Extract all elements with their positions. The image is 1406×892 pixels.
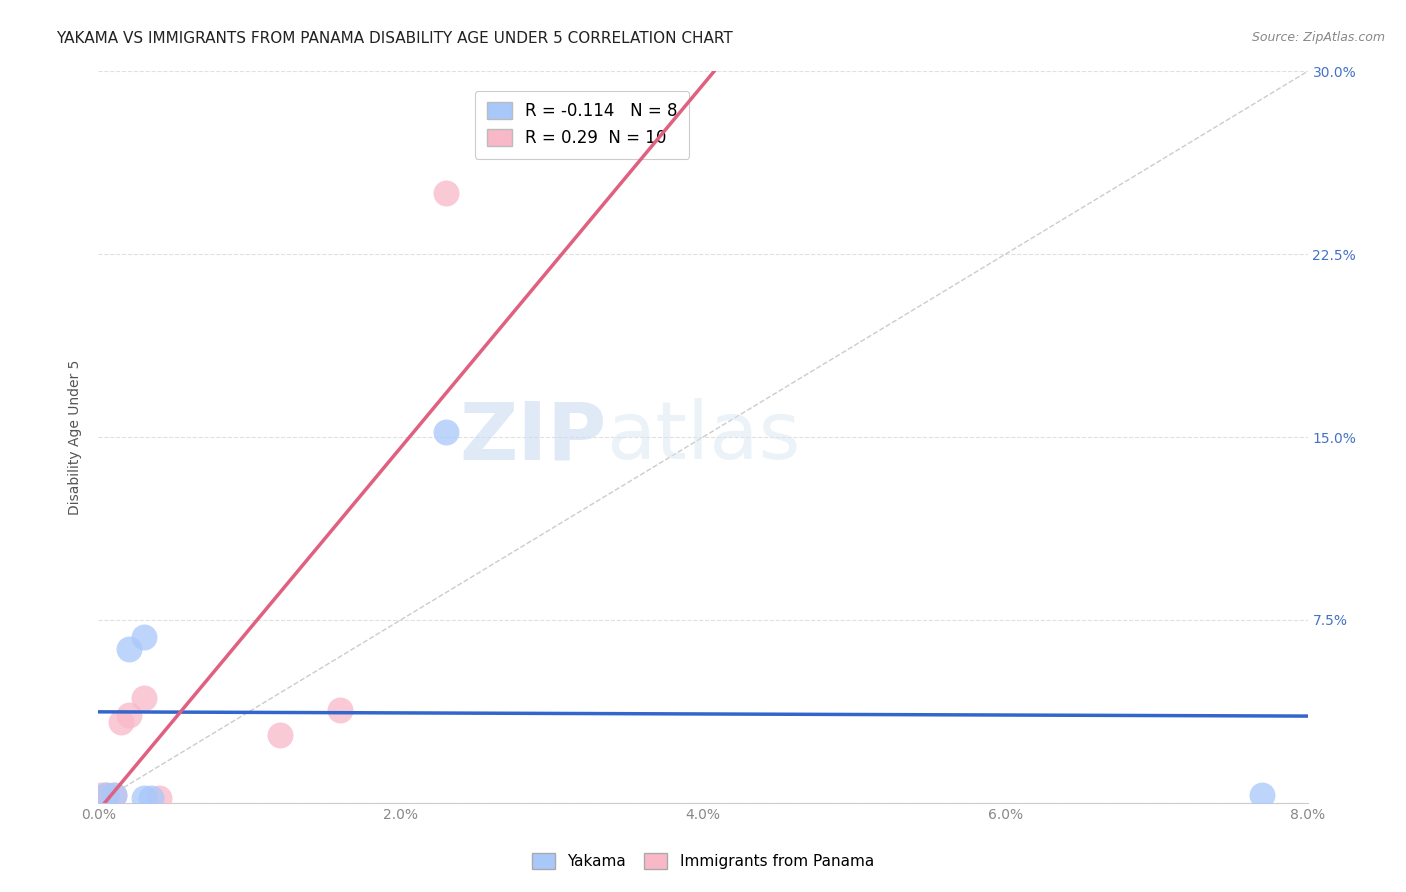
Point bbox=[132, 690, 155, 705]
Point bbox=[132, 791, 155, 805]
Point bbox=[132, 630, 155, 644]
Text: Source: ZipAtlas.com: Source: ZipAtlas.com bbox=[1251, 31, 1385, 45]
Text: atlas: atlas bbox=[606, 398, 800, 476]
Point bbox=[90, 789, 112, 803]
Point bbox=[329, 703, 352, 717]
Legend: Yakama, Immigrants from Panama: Yakama, Immigrants from Panama bbox=[526, 847, 880, 875]
Point bbox=[434, 425, 457, 440]
Legend: R = -0.114   N = 8, R = 0.29  N = 10: R = -0.114 N = 8, R = 0.29 N = 10 bbox=[475, 91, 689, 159]
Point bbox=[94, 789, 117, 803]
Point bbox=[269, 727, 291, 741]
Point bbox=[434, 186, 457, 201]
Text: ZIP: ZIP bbox=[458, 398, 606, 476]
Point bbox=[110, 715, 132, 730]
Point bbox=[141, 791, 163, 805]
Point bbox=[118, 642, 141, 657]
Point bbox=[103, 789, 125, 803]
Point bbox=[118, 708, 141, 723]
Text: YAKAMA VS IMMIGRANTS FROM PANAMA DISABILITY AGE UNDER 5 CORRELATION CHART: YAKAMA VS IMMIGRANTS FROM PANAMA DISABIL… bbox=[56, 31, 733, 46]
Y-axis label: Disability Age Under 5: Disability Age Under 5 bbox=[69, 359, 83, 515]
Point bbox=[148, 791, 170, 805]
Point bbox=[1251, 789, 1274, 803]
Point bbox=[103, 789, 125, 803]
Point bbox=[94, 789, 117, 803]
